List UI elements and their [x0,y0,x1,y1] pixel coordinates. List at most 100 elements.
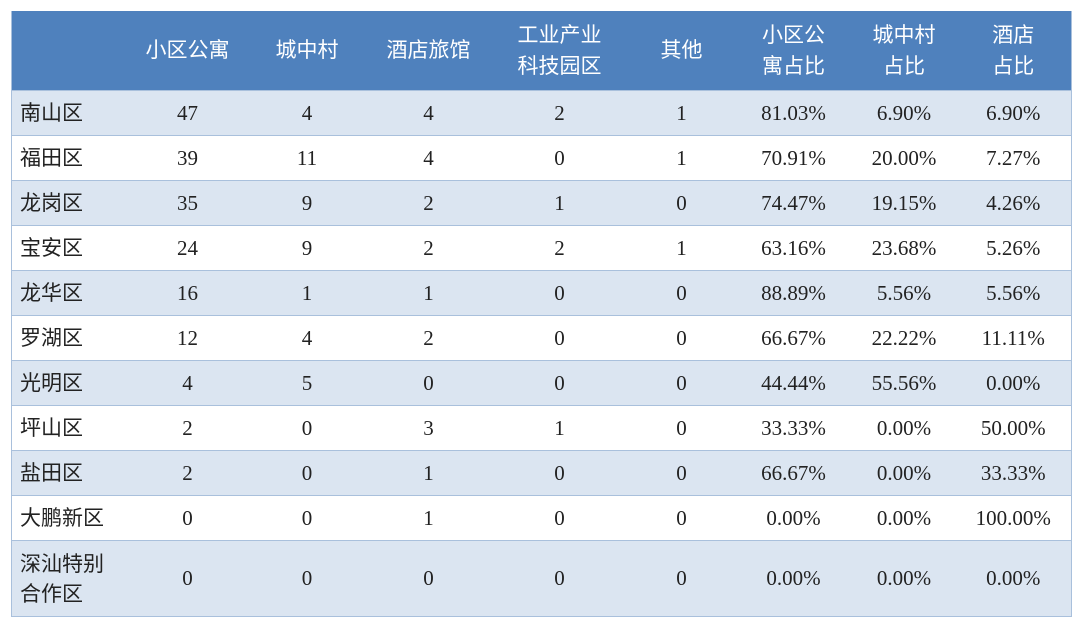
district-name-line2: 合作区 [20,581,83,606]
table-cell: 0 [628,540,735,617]
district-name-line1: 光明区 [20,371,83,395]
table-cell: 0 [490,450,629,496]
district-name: 福田区 [11,135,128,181]
table-cell: 7.27% [955,135,1072,181]
table-cell: 0 [127,495,248,541]
table-cell: 44.44% [734,360,853,406]
district-statistics-table: 小区公寓 城中村 酒店旅馆 工业产业 科技园区 其他 小区公 寓占比 城中村 占比 酒店 占比 南山区… [11,11,1072,617]
table-cell: 4 [366,90,491,136]
column-header-line1: 城中村 [275,38,339,62]
table-cell: 0 [490,270,629,316]
district-name: 宝安区 [11,225,128,271]
district-name-line1: 罗湖区 [20,326,83,350]
column-header-line2: 占比 [883,53,925,78]
table-cell: 4 [366,135,491,181]
column-header-line1: 小区公 [762,22,825,47]
table-cell: 16 [127,270,248,316]
table-cell: 2 [366,225,491,271]
table-cell: 0 [247,450,367,496]
column-header-line1: 酒店旅馆 [386,38,471,62]
table-cell: 1 [628,90,735,136]
header-row: 小区公寓 城中村 酒店旅馆 工业产业 科技园区 其他 小区公 寓占比 城中村 占比 酒店 占比 [11,11,1072,91]
table-cell: 22.22% [852,315,956,361]
table-cell: 0.00% [852,495,956,541]
district-name-line1: 盐田区 [20,461,83,485]
district-name: 光明区 [11,360,128,406]
table-cell: 0.00% [734,540,853,617]
table-cell: 1 [628,225,735,271]
table-cell: 0 [628,315,735,361]
column-header: 其他 [628,11,735,91]
table-cell: 1 [490,405,629,451]
district-name-line1: 南山区 [20,101,83,125]
table-cell: 63.16% [734,225,853,271]
table-cell: 0 [366,360,491,406]
table-cell: 9 [247,225,367,271]
column-header-line1: 工业产业 [517,22,602,47]
table-cell: 24 [127,225,248,271]
table-cell: 5.26% [955,225,1072,271]
table-cell: 0 [490,315,629,361]
table-cell: 0.00% [955,360,1072,406]
table-cell: 0.00% [734,495,853,541]
table-row: 龙华区 16 1 1 0 0 88.89% 5.56% 5.56% [11,270,1072,316]
table-cell: 1 [490,180,629,226]
table-cell: 0 [628,450,735,496]
table-cell: 88.89% [734,270,853,316]
column-header-line1: 酒店 [992,22,1035,47]
table-cell: 20.00% [852,135,956,181]
table-cell: 0 [247,405,367,451]
table-row: 盐田区 2 0 1 0 0 66.67% 0.00% 33.33% [11,450,1072,496]
column-header: 城中村 [247,11,367,91]
table-cell: 2 [127,450,248,496]
table-cell: 39 [127,135,248,181]
table-cell: 2 [366,180,491,226]
column-header: 酒店 占比 [955,11,1072,91]
district-name: 大鹏新区 [11,495,128,541]
table-cell: 66.67% [734,450,853,496]
table-row: 龙岗区 35 9 2 1 0 74.47% 19.15% 4.26% [11,180,1072,226]
column-header: 酒店旅馆 [366,11,491,91]
table-cell: 0 [247,495,367,541]
table-cell: 50.00% [955,405,1072,451]
table-cell: 1 [366,270,491,316]
table-row: 宝安区 24 9 2 2 1 63.16% 23.68% 5.26% [11,225,1072,271]
table-cell: 19.15% [852,180,956,226]
district-name-line1: 龙岗区 [20,191,83,215]
table-cell: 0 [366,540,491,617]
table-cell: 2 [490,90,629,136]
table-cell: 9 [247,180,367,226]
table-cell: 47 [127,90,248,136]
table-cell: 0 [628,360,735,406]
table-cell: 3 [366,405,491,451]
table-cell: 1 [366,450,491,496]
table-cell: 4 [247,90,367,136]
table-cell: 1 [247,270,367,316]
column-header [11,11,128,91]
table-cell: 1 [628,135,735,181]
district-name: 龙岗区 [11,180,128,226]
table-cell: 0 [127,540,248,617]
district-name-line1: 坪山区 [20,416,83,440]
table-cell: 0 [628,270,735,316]
district-name: 南山区 [11,90,128,136]
table-cell: 4 [247,315,367,361]
table-cell: 5.56% [955,270,1072,316]
table-cell: 0 [628,405,735,451]
table-cell: 5.56% [852,270,956,316]
table-cell: 2 [127,405,248,451]
table-cell: 0 [628,495,735,541]
table-cell: 11.11% [955,315,1072,361]
column-header-line2: 寓占比 [762,53,825,78]
district-name: 龙华区 [11,270,128,316]
table-cell: 74.47% [734,180,853,226]
table-cell: 0.00% [852,405,956,451]
table-row: 坪山区 2 0 3 1 0 33.33% 0.00% 50.00% [11,405,1072,451]
table-cell: 35 [127,180,248,226]
table-cell: 12 [127,315,248,361]
district-name-line1: 福田区 [20,146,83,170]
table-row: 深汕特别 合作区 0 0 0 0 0 0.00% 0.00% 0.00% [11,540,1072,617]
table-cell: 2 [490,225,629,271]
table-row: 罗湖区 12 4 2 0 0 66.67% 22.22% 11.11% [11,315,1072,361]
table-cell: 70.91% [734,135,853,181]
